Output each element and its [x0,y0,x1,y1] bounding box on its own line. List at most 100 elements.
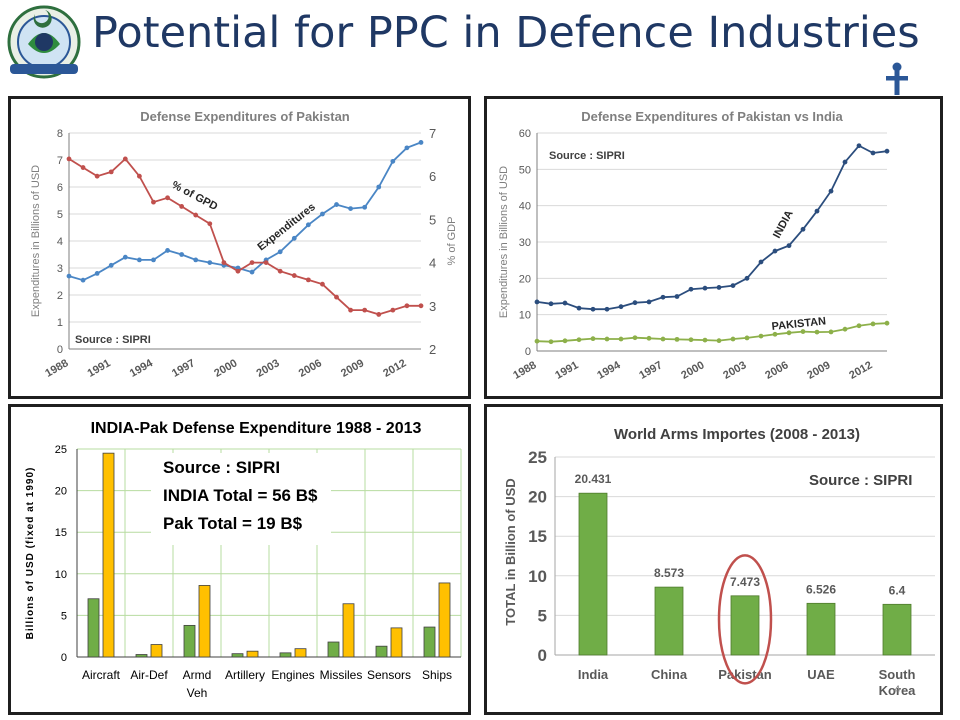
data-point [548,339,554,345]
y2-tick-label: 5 [429,212,436,227]
y-tick-label: 4 [57,236,63,248]
data-point [193,212,199,218]
x-tick-label: 2000 [679,359,706,382]
x-tick-label: South [879,667,916,682]
x-tick-label: 1991 [86,357,113,380]
data-point [814,329,820,335]
data-label: 6.4 [889,583,906,597]
bar [654,586,684,656]
y2-tick-label: 7 [429,126,436,141]
data-point [702,337,708,343]
x-tick-label: 1997 [637,359,664,382]
bar [578,492,608,656]
data-point [716,285,722,290]
data-point [305,277,311,283]
data-point [179,252,185,257]
data-label: 7.473 [730,575,760,589]
x-tick-label: Pakistan [718,667,772,682]
highlight-ellipse [717,554,773,685]
y-tick-label: 60 [519,128,531,140]
data-point [870,150,876,156]
data-point [348,307,353,313]
y-tick-label: 0 [525,346,531,358]
y-axis-label: Expenditures in Billions of USD [498,166,510,318]
y-tick-label: 20 [55,486,67,498]
data-point [249,260,255,265]
data-point [856,143,862,149]
y-tick-label: 20 [519,273,531,285]
data-point [702,285,708,291]
data-point [320,281,325,287]
y-axis-label: Billions of USD (fixed at 1990) [25,467,36,640]
data-point [151,257,156,263]
x-tick-label: 2000 [212,357,239,380]
x-tick-label: Artillery [225,668,265,682]
y-tick-label: 15 [528,527,547,546]
data-point [632,300,638,306]
x-tick-label: 1994 [595,359,623,382]
bar [327,641,340,658]
data-point [108,262,114,268]
source-label: Source : SIPRI [75,334,151,346]
bar [135,654,148,658]
data-point [404,303,410,309]
data-point [249,269,255,275]
data-point [376,312,382,317]
data-point [207,260,213,265]
data-point [548,301,554,307]
bar [102,452,115,658]
data-point [828,329,834,335]
data-label: 8.573 [654,566,684,580]
data-point [263,260,269,265]
chart-title: Defense Expenditures of Pakistan vs Indi… [581,109,843,124]
y-tick-label: 3 [57,263,63,275]
y2-tick-label: 3 [429,299,436,314]
data-point [618,304,624,310]
y-tick-label: 6 [57,182,63,194]
data-point [108,169,114,175]
x-tick-label: 1988 [43,357,70,380]
chart-panel-india-pak-categories: INDIA-Pak Defense Expenditure 1988 - 201… [8,404,471,715]
x-tick-label: Air-Def [130,668,168,682]
data-point [235,268,241,274]
series-line [536,322,888,343]
annotation-text: INDIA Total = 56 B$ [163,486,318,505]
data-point [800,226,806,232]
data-point [362,307,368,313]
data-point [334,202,339,207]
data-point [842,326,848,332]
y-tick-label: 1 [57,317,63,329]
data-point [786,243,792,249]
data-point [856,323,862,329]
data-point [758,259,764,265]
data-point [800,329,806,334]
y-axis-label: Expenditures in Billions of USD [30,165,42,317]
data-point [786,330,792,336]
x-tick-label: China [651,667,688,682]
data-point [277,249,283,255]
data-point [884,320,890,326]
x-tick-label: Sensors [367,668,411,682]
data-point [137,173,142,179]
data-point [842,159,848,165]
annotation-text: Pak Total = 19 B$ [163,514,303,533]
data-point [534,338,540,344]
y-tick-label: 25 [55,444,67,456]
x-tick-label: Aircraft [82,668,121,682]
y-tick-label: 10 [55,569,67,581]
maritime-logo-icon [7,5,81,79]
data-point [562,300,568,306]
bar [279,652,292,658]
data-point [362,204,368,210]
x-tick-label: Engines [271,668,314,682]
series-line [68,157,421,316]
data-point [562,338,568,344]
data-point [193,257,199,263]
annotation-text: Source : SIPRI [163,458,280,477]
data-label: 20.431 [575,472,612,486]
y2-tick-label: 2 [429,342,436,357]
annotation-pct-gdp: % of GPD [170,179,220,213]
series-line [536,144,888,311]
y-tick-label: 5 [61,610,67,622]
series-label-pakistan: PAKISTAN [771,315,827,333]
